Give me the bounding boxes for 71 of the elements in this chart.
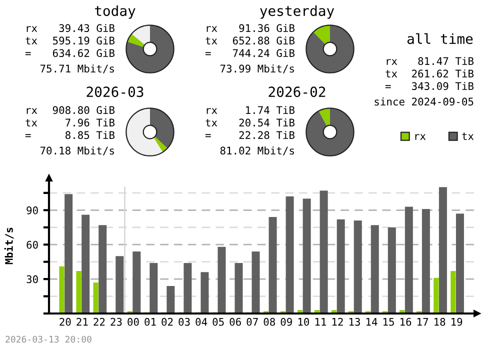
x-tick-label: 01 [144, 318, 156, 326]
text: rx [206, 108, 218, 114]
text: 81.02 Mbit/s [220, 146, 294, 156]
text: tx [386, 70, 398, 78]
text: 652.88 GiB [232, 36, 295, 45]
x-tick-label: 22 [94, 318, 105, 326]
text: 8.85 TiB [65, 130, 115, 140]
y-tick-label: 60 [26, 240, 38, 249]
text: 22.28 TiB [239, 130, 295, 140]
y-axis-title: Mbit/s [4, 228, 14, 264]
text: 343.09 TiB [412, 82, 474, 90]
text: 1.74 TiB [246, 106, 295, 114]
text: 634.62 GiB [52, 48, 115, 58]
text: = [205, 52, 211, 56]
text: 91.36 GiB [239, 24, 295, 32]
text: 73.99 Mbit/s [220, 64, 294, 74]
text: 39.43 GiB [59, 24, 115, 32]
x-tick-label: 08 [264, 318, 275, 326]
x-tick-label: 05 [212, 318, 224, 326]
text: = [205, 134, 211, 138]
x-tick-label: 14 [366, 318, 378, 326]
text: 75.71 Mbit/s [40, 64, 114, 74]
chart-title: 2026-03 [86, 86, 144, 98]
x-tick-label: 13 [349, 318, 360, 326]
text: rx [206, 26, 218, 32]
text: tx [206, 119, 218, 126]
text: 7.96 TiB [66, 118, 115, 127]
text: 595.19 GiB [53, 36, 115, 45]
x-tick-label: 17 [418, 318, 428, 326]
y-tick-label: 90 [26, 206, 38, 214]
x-tick-label: 18 [434, 318, 446, 326]
text: tx [206, 37, 218, 44]
text: 744.24 GiB [232, 48, 295, 58]
x-tick-label: 23 [110, 318, 122, 326]
text: = [385, 85, 391, 88]
x-tick-label: 07 [246, 318, 258, 326]
text: = [25, 134, 31, 138]
legend-label: rx [415, 134, 426, 140]
text: 20.54 TiB [239, 118, 295, 127]
x-tick-label: 06 [230, 318, 241, 326]
text: 908.80 GiB [52, 106, 115, 114]
x-tick-label: 19 [452, 318, 462, 326]
chart-title: yesterday [260, 5, 334, 19]
x-tick-label: 16 [400, 318, 412, 326]
x-tick-label: 09 [280, 318, 292, 326]
chart-title: today [94, 5, 136, 19]
text: all time [407, 33, 473, 44]
text: 81.47 TiB [418, 56, 474, 66]
text: 261.62 TiB [412, 69, 474, 78]
x-tick-label: 00 [128, 318, 139, 326]
x-tick-label: 10 [298, 318, 310, 326]
x-tick-label: 20 [60, 318, 71, 326]
chart-title: 2026-02 [268, 86, 326, 98]
x-tick-label: 21 [76, 318, 88, 326]
text: = [25, 52, 31, 56]
text: tx [26, 119, 38, 126]
x-tick-label: 15 [383, 318, 394, 326]
text: 2026-03-13 20:00 [6, 336, 92, 343]
text: 70.18 Mbit/s [40, 146, 114, 156]
text: rx [386, 59, 398, 65]
text: rx [26, 108, 38, 114]
x-tick-label: 03 [178, 318, 190, 326]
legend-label: tx [462, 132, 474, 140]
x-tick-label: 12 [332, 318, 343, 326]
x-tick-label: 11 [315, 318, 326, 326]
text: tx [26, 37, 38, 44]
x-tick-label: 02 [162, 318, 173, 326]
text: since 2024-09-05 [374, 97, 474, 106]
y-tick-label: 30 [26, 275, 38, 284]
text: rx [26, 26, 38, 32]
x-tick-label: 04 [196, 318, 208, 326]
